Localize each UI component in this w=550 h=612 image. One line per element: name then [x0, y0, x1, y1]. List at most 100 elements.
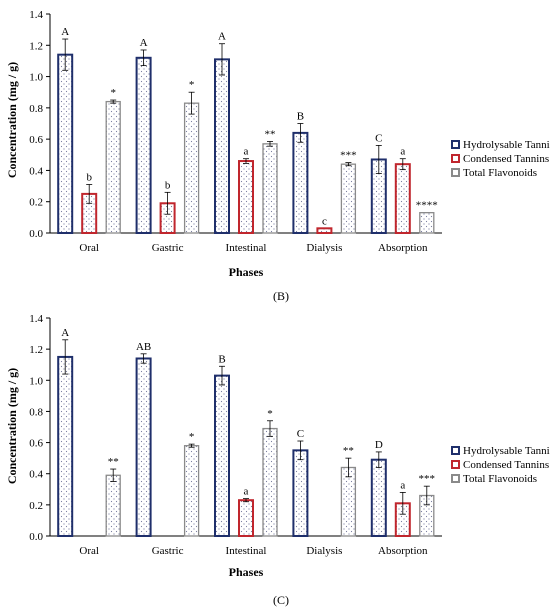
panel-c-significance-label: B — [218, 353, 225, 365]
panel-c-significance-label: * — [267, 408, 273, 420]
panel-b-x-tick-label: Absorption — [378, 242, 428, 254]
panel-b-significance-label: b — [86, 172, 92, 184]
panel-b-legend-swatch-flavonoids — [451, 168, 460, 177]
panel-b-significance-label: A — [140, 37, 148, 49]
panel-b-label: (B) — [273, 289, 289, 303]
panel-b-legend-swatch-condensed — [451, 154, 460, 163]
panel-c-x-tick-label: Intestinal — [226, 545, 267, 557]
panel-c-y-tick-label: 0.2 — [29, 500, 43, 512]
panel-b-bar-hydrolysable — [292, 131, 309, 234]
panel-b-y-tick-label: 0.4 — [29, 165, 43, 177]
panel-c-y-tick-label: 0.6 — [29, 438, 43, 450]
panel-c-x-tick-label: Gastric — [152, 545, 184, 557]
panel-b-bar-condensed — [394, 163, 411, 235]
panel-c-bar-hydrolysable — [135, 357, 152, 537]
panel-b-bar-condensed — [316, 227, 333, 235]
panel-b-x-tick-label: Gastric — [152, 242, 184, 254]
panel-c-bar-flavonoids — [340, 466, 357, 537]
panel-c-legend: Hydrolysable Tannins Condensed Tannins Tot… — [451, 445, 550, 485]
panel-c-significance-label: * — [189, 431, 195, 443]
panel-b-significance-label: a — [400, 146, 405, 158]
panel-c-bar-hydrolysable — [214, 374, 230, 537]
panel-c-y-tick-label: 0.8 — [29, 406, 43, 418]
panel-c-y-tick-label: 0.4 — [29, 469, 43, 481]
panel-b-y-tick-label: 0.0 — [29, 228, 43, 240]
panel-b-legend-label-condensed: Condensed Tannins — [463, 153, 549, 165]
panel-c-significance-label: AB — [136, 341, 151, 353]
panel-b-y-tick-label: 0.8 — [29, 103, 43, 115]
panel-c-legend-label-flavonoids: Total Flavonoids — [463, 473, 537, 485]
panel-c-legend-label-condensed: Condensed Tannins — [463, 459, 549, 471]
panel-b-significance-label: * — [189, 79, 195, 91]
panel-c-bar-condensed — [238, 499, 254, 537]
panel-c-legend-swatch-condensed — [451, 460, 460, 469]
panel-b-bar-condensed — [238, 160, 254, 235]
panel-b-x-axis-title: Phases — [229, 265, 264, 279]
panel-b-significance-label: A — [218, 31, 226, 43]
panel-c-significance-label: A — [61, 327, 69, 339]
panel-c-y-axis-title: Concentration (mg / g) — [5, 368, 19, 484]
panel-c-significance-label: C — [297, 428, 304, 440]
panel-c-legend-swatch-flavonoids — [451, 474, 460, 483]
panel-b-bar-hydrolysable — [57, 53, 74, 234]
panel-c-bar-flavonoids — [262, 427, 278, 537]
panel-c-x-tick-label: Oral — [79, 545, 99, 557]
panel-b-y-tick-label: 0.6 — [29, 134, 43, 146]
panel-b: 0.0 0.2 0.4 0.6 0.8 1.0 1.2 1.4 Oral Ab * Gastric Ab… — [5, 9, 550, 303]
panel-b-legend: Hydrolysable Tannins Condensed Tannins Tot… — [451, 139, 550, 179]
panel-c-significance-label: a — [400, 479, 405, 491]
panel-b-significance-label: a — [244, 146, 249, 158]
panel-c-bar-hydrolysable — [292, 449, 309, 538]
panel-b-bar-flavonoids — [183, 102, 200, 234]
panel-c: 0.00.20.40.60.81.01.21.4OralA**GastricAB… — [5, 313, 550, 607]
panel-b-significance-label: b — [165, 179, 171, 191]
panel-c-y-tick-label: 0.0 — [29, 531, 43, 543]
panel-b-significance-label: C — [375, 132, 382, 144]
panel-c-bar-flavonoids — [105, 474, 121, 537]
panel-b-bar-hydrolysable — [214, 58, 230, 234]
panel-b-legend-label-hydrolysable: Hydrolysable Tannins — [463, 139, 550, 151]
panel-b-x-tick-label: Oral — [79, 242, 99, 254]
panel-c-x-tick-label: Absorption — [378, 545, 428, 557]
panel-b-bar-flavonoids — [419, 212, 435, 234]
panel-c-bar-hydrolysable — [57, 355, 74, 537]
panel-b-legend-label-flavonoids: Total Flavonoids — [463, 167, 537, 179]
panel-b-bar-flavonoids — [340, 163, 357, 234]
panel-b-y-axis-title: Concentration (mg / g) — [5, 62, 19, 178]
panel-b-y-tick-label: 1.4 — [29, 9, 43, 21]
panel-c-legend-swatch-hydrolysable — [451, 446, 460, 455]
panel-c-x-tick-label: Dialysis — [306, 545, 342, 557]
panel-b-legend-swatch-hydrolysable — [451, 140, 460, 149]
panel-c-x-axis-title: Phases — [229, 565, 264, 579]
panel-b-bar-flavonoids — [262, 143, 278, 234]
panel-b-significance-label: ** — [265, 128, 276, 140]
panel-c-significance-label: ** — [108, 456, 119, 468]
panel-c-significance-label: ** — [343, 445, 354, 457]
panel-c-bar-flavonoids — [183, 445, 200, 537]
panel-c-significance-label: a — [244, 486, 249, 498]
panel-c-y-tick-label: 1.0 — [29, 375, 43, 387]
panel-b-significance-label: B — [297, 111, 304, 123]
panel-c-label: (C) — [273, 593, 289, 607]
panel-c-significance-label: *** — [419, 473, 436, 485]
panel-b-bar-hydrolysable — [135, 56, 152, 234]
panel-b-y-tick-label: 0.2 — [29, 197, 43, 209]
panel-b-significance-label: *** — [340, 150, 357, 162]
panel-b-y-tick-label: 1.2 — [29, 40, 43, 52]
panel-b-plot: 0.0 0.2 0.4 0.6 0.8 1.0 1.2 1.4 Oral Ab * Gastric Ab… — [29, 9, 442, 254]
panel-b-significance-label: **** — [416, 200, 438, 212]
panel-c-bar-hydrolysable — [370, 458, 387, 538]
panel-c-plot: 0.00.20.40.60.81.01.21.4OralA**GastricAB… — [29, 313, 442, 557]
panel-b-significance-label: * — [110, 87, 116, 99]
panel-b-significance-label: c — [322, 215, 327, 227]
panel-b-bar-flavonoids — [105, 100, 121, 234]
panel-b-x-tick-label: Intestinal — [226, 242, 267, 254]
panel-c-significance-label: D — [375, 439, 383, 451]
panel-b-y-tick-label: 1.0 — [29, 72, 43, 84]
panel-c-legend-label-hydrolysable: Hydrolysable Tannins — [463, 445, 550, 457]
panel-b-x-tick-label: Dialysis — [306, 242, 342, 254]
panel-c-y-tick-label: 1.2 — [29, 344, 43, 356]
panel-b-significance-label: A — [61, 26, 69, 38]
panel-c-y-tick-label: 1.4 — [29, 313, 43, 325]
